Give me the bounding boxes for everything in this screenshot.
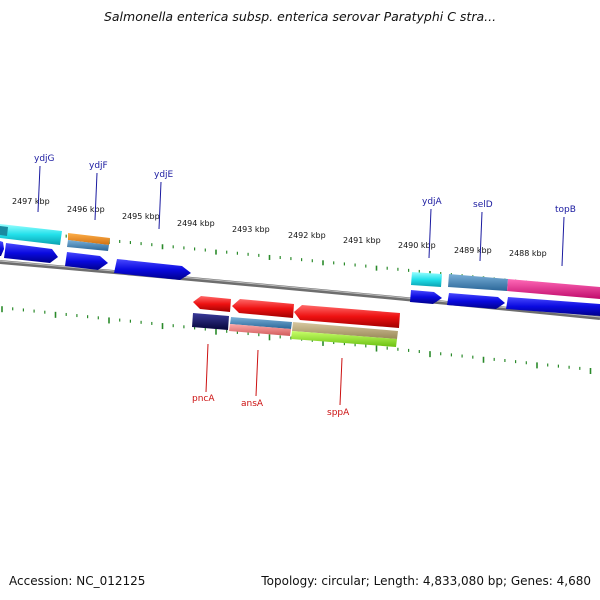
- gene-leader-line: [561, 216, 565, 267]
- gene-label-pncA[interactable]: pncA: [192, 394, 215, 404]
- cds-ydjF-steel[interactable]: [67, 240, 109, 251]
- cds-ydjG-cap[interactable]: [0, 226, 8, 236]
- cds-selD-steel[interactable]: [448, 274, 508, 291]
- cds-arrow-selD[interactable]: [447, 293, 505, 309]
- cds-arrow-sppA[interactable]: [294, 305, 400, 328]
- kbp-label: 2495 kbp: [122, 212, 160, 221]
- gene-leader-line: [37, 165, 41, 213]
- kbp-label: 2488 kbp: [509, 249, 547, 258]
- cds-arrow-0[interactable]: [0, 241, 4, 256]
- gene-label-ydjE[interactable]: ydjE: [154, 170, 174, 180]
- kbp-label: 2489 kbp: [454, 246, 492, 255]
- cds-sppA-lime[interactable]: [291, 331, 397, 347]
- gene-leader-line: [158, 181, 162, 230]
- kbp-label: 2493 kbp: [232, 225, 270, 234]
- gene-leader-line: [479, 211, 483, 262]
- kbp-label: 2497 kbp: [12, 197, 50, 206]
- gene-label-topB[interactable]: topB: [555, 205, 576, 215]
- kbp-label: 2496 kbp: [67, 205, 105, 214]
- kbp-label: 2490 kbp: [398, 241, 436, 250]
- inner-tick-track: [1, 306, 592, 375]
- kbp-label: 2492 kbp: [288, 231, 326, 240]
- forward-cds-track: [0, 241, 600, 316]
- kbp-label: 2491 kbp: [343, 236, 381, 245]
- gene-label-ydjG[interactable]: ydjG: [34, 154, 55, 164]
- cds-arrow-ansA[interactable]: [232, 299, 294, 318]
- accession-label: Accession: NC_012125: [9, 574, 146, 588]
- gene-label-ydjA[interactable]: ydjA: [422, 197, 443, 207]
- kbp-label: 2494 kbp: [177, 219, 215, 228]
- cds-arrow-topB[interactable]: [506, 297, 600, 316]
- cds-topB-magenta[interactable]: [507, 279, 600, 299]
- gene-label-layer: ydjG ydjF ydjE ydjA selD topB pncA ansA sppA: [34, 154, 576, 418]
- kbp-scale-labels: 2497 kbp 2496 kbp 2495 kbp 2494 kbp 2493 kbp…: [12, 197, 547, 258]
- cds-ydjA-cyan[interactable]: [411, 272, 442, 287]
- gene-label-ydjF[interactable]: ydjF: [89, 161, 108, 171]
- cds-ydjG-cyan[interactable]: [0, 224, 62, 245]
- cds-sppA-khaki[interactable]: [292, 322, 398, 339]
- gene-label-selD[interactable]: selD: [473, 200, 493, 210]
- reverse-feature-track: [192, 313, 398, 347]
- gene-label-ansA[interactable]: ansA: [241, 399, 264, 409]
- gene-leader-line: [339, 357, 343, 406]
- cds-pncA-navy[interactable]: [192, 313, 229, 330]
- gene-leader-line: [428, 208, 432, 259]
- cds-ansA-salmon[interactable]: [229, 324, 291, 336]
- cds-ansA-steel[interactable]: [230, 317, 292, 329]
- cds-arrow-ydjE[interactable]: [114, 259, 191, 280]
- map-title: Salmonella enterica subsp. enterica sero…: [103, 9, 497, 24]
- gene-leader-line: [94, 172, 98, 221]
- reverse-cds-track: [193, 296, 400, 328]
- cds-arrow-pncA[interactable]: [193, 296, 231, 312]
- forward-feature-track: [0, 224, 600, 299]
- gene-leader-line: [255, 349, 259, 397]
- gene-label-sppA[interactable]: sppA: [327, 408, 350, 418]
- cds-arrow-ydjG[interactable]: [4, 243, 58, 263]
- genome-stats-label: Topology: circular; Length: 4,833,080 bp…: [261, 574, 591, 588]
- cds-ydjF-orange[interactable]: [68, 233, 110, 245]
- cds-arrow-ydjA[interactable]: [410, 290, 442, 304]
- gene-leader-line: [205, 343, 209, 393]
- cds-arrow-ydjF[interactable]: [65, 252, 108, 270]
